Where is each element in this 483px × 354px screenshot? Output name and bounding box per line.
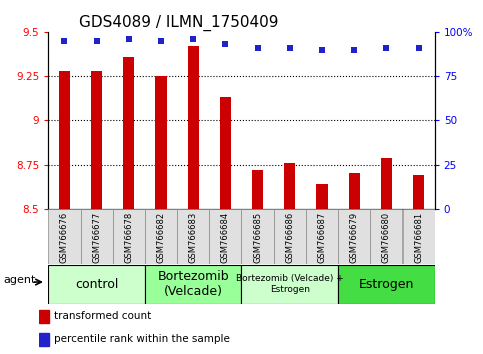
- Bar: [306, 209, 338, 264]
- Bar: [274, 209, 306, 264]
- Bar: [91, 71, 102, 209]
- Bar: [145, 209, 177, 264]
- Bar: [252, 170, 263, 209]
- Bar: [145, 264, 242, 304]
- Text: GSM766676: GSM766676: [60, 212, 69, 263]
- Bar: [113, 209, 145, 264]
- Text: GSM766681: GSM766681: [414, 212, 423, 263]
- Bar: [209, 209, 242, 264]
- Bar: [39, 333, 48, 346]
- Bar: [381, 158, 392, 209]
- Text: percentile rank within the sample: percentile rank within the sample: [55, 335, 230, 344]
- Bar: [59, 71, 70, 209]
- Bar: [402, 209, 435, 264]
- Bar: [220, 97, 231, 209]
- Bar: [242, 209, 274, 264]
- Bar: [39, 310, 48, 323]
- Text: GDS4089 / ILMN_1750409: GDS4089 / ILMN_1750409: [79, 14, 279, 30]
- Bar: [242, 264, 338, 304]
- Text: GSM766686: GSM766686: [285, 212, 294, 263]
- Text: GSM766683: GSM766683: [189, 212, 198, 263]
- Text: Bortezomib (Velcade) +
Estrogen: Bortezomib (Velcade) + Estrogen: [236, 274, 344, 294]
- Bar: [48, 264, 145, 304]
- Text: agent: agent: [4, 275, 36, 285]
- Bar: [81, 209, 113, 264]
- Text: GSM766677: GSM766677: [92, 212, 101, 263]
- Bar: [123, 57, 134, 209]
- Bar: [338, 264, 435, 304]
- Text: GSM766680: GSM766680: [382, 212, 391, 263]
- Bar: [338, 209, 370, 264]
- Bar: [316, 184, 327, 209]
- Bar: [177, 209, 209, 264]
- Text: GSM766682: GSM766682: [156, 212, 166, 263]
- Text: control: control: [75, 278, 118, 291]
- Bar: [187, 46, 199, 209]
- Text: Bortezomib
(Velcade): Bortezomib (Velcade): [157, 270, 229, 298]
- Text: Estrogen: Estrogen: [359, 278, 414, 291]
- Text: GSM766687: GSM766687: [317, 212, 327, 263]
- Text: GSM766684: GSM766684: [221, 212, 230, 263]
- Text: GSM766678: GSM766678: [124, 212, 133, 263]
- Bar: [48, 209, 81, 264]
- Bar: [156, 76, 167, 209]
- Text: transformed count: transformed count: [55, 312, 152, 321]
- Bar: [284, 163, 296, 209]
- Text: GSM766685: GSM766685: [253, 212, 262, 263]
- Text: GSM766679: GSM766679: [350, 212, 359, 263]
- Bar: [413, 175, 424, 209]
- Bar: [349, 173, 360, 209]
- Bar: [370, 209, 402, 264]
